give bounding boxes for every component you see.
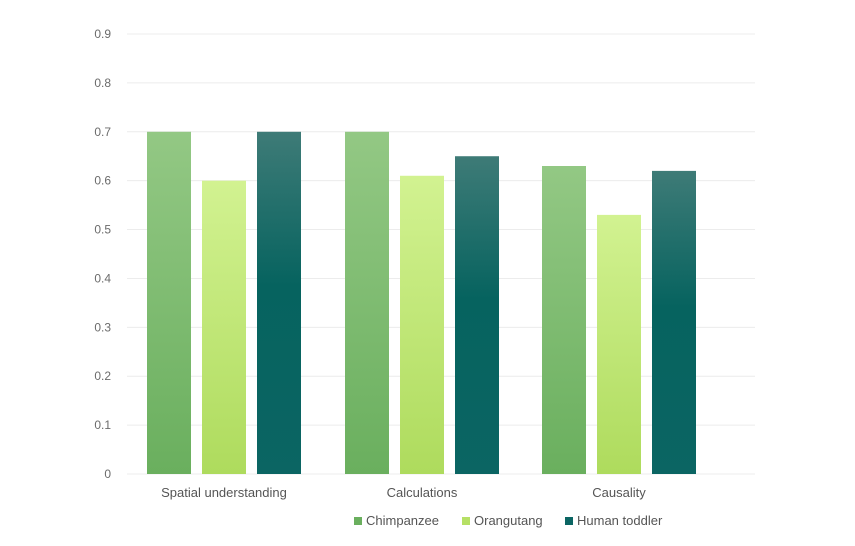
bar-orangutang-2: [597, 214, 641, 474]
legend-swatch: [354, 517, 362, 525]
bar-human-toddler-2: [652, 170, 696, 474]
y-tick-label: 0.4: [94, 271, 111, 285]
y-tick-label: 0.8: [94, 76, 111, 90]
x-category-label: Calculations: [387, 485, 458, 500]
y-tick-label: 0.2: [94, 369, 111, 383]
y-tick-label: 0.7: [94, 125, 111, 139]
bar-chimpanzee-0: [147, 131, 191, 474]
bar-human-toddler-0: [257, 131, 301, 474]
legend-label: Chimpanzee: [366, 513, 439, 528]
legend-swatch: [462, 517, 470, 525]
y-tick-label: 0.9: [94, 27, 111, 41]
bar-chimpanzee-1: [345, 131, 389, 474]
y-tick-label: 0.6: [94, 174, 111, 188]
y-tick-label: 0.1: [94, 418, 111, 432]
y-axis-ticks: 0 0.1 0.2 0.3 0.4 0.5 0.6 0.7 0.8 0.9: [94, 27, 111, 481]
y-tick-label: 0.3: [94, 320, 111, 334]
bar-orangutang-0: [202, 180, 246, 474]
y-tick-label: 0: [104, 467, 111, 481]
bars: [147, 131, 696, 474]
x-category-label: Causality: [592, 485, 646, 500]
legend: Chimpanzee Orangutang Human toddler: [354, 513, 663, 528]
y-tick-label: 0.5: [94, 223, 111, 237]
legend-swatch: [565, 517, 573, 525]
x-category-label: Spatial understanding: [161, 485, 287, 500]
legend-label: Human toddler: [577, 513, 663, 528]
x-axis-categories: Spatial understanding Calculations Causali…: [161, 485, 646, 500]
bar-chimpanzee-2: [542, 166, 586, 474]
bar-orangutang-1: [400, 175, 444, 474]
legend-label: Orangutang: [474, 513, 543, 528]
bar-human-toddler-1: [455, 156, 499, 474]
